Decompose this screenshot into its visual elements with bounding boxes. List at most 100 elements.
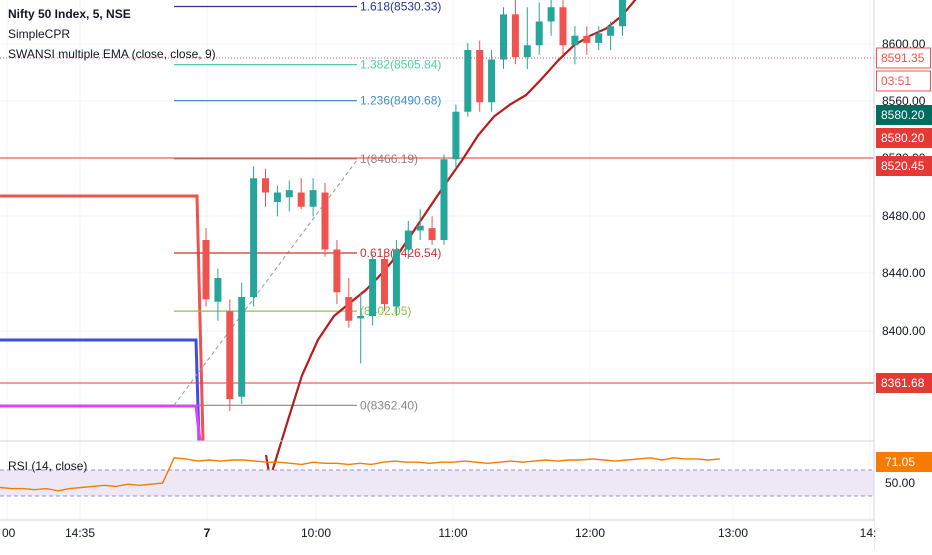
candle-body bbox=[404, 230, 412, 250]
candle-body bbox=[392, 249, 400, 307]
candle-body bbox=[559, 7, 567, 46]
candle bbox=[321, 183, 329, 257]
ema-series-line bbox=[264, 0, 637, 480]
candle bbox=[464, 42, 472, 117]
candle bbox=[214, 268, 222, 321]
candle-body bbox=[547, 7, 555, 22]
candle bbox=[488, 50, 496, 112]
candle bbox=[309, 178, 317, 217]
price-tag-text: 03:51 bbox=[881, 74, 911, 88]
candle-body bbox=[369, 259, 377, 316]
candle bbox=[583, 26, 591, 55]
price-tick-label: 8560.00 bbox=[882, 94, 926, 108]
candle-body bbox=[488, 59, 496, 103]
time-tick-label: 13:00 bbox=[718, 526, 748, 540]
candle bbox=[262, 168, 269, 207]
price-tag-bg bbox=[876, 105, 932, 125]
rsi-series-line bbox=[0, 457, 721, 492]
candle-body bbox=[452, 111, 460, 160]
candle bbox=[250, 166, 258, 307]
candle bbox=[619, 0, 626, 36]
candle bbox=[285, 180, 293, 212]
candle-body bbox=[297, 192, 305, 207]
ema-line bbox=[264, 0, 637, 480]
candle bbox=[523, 7, 531, 69]
candle-body bbox=[535, 21, 543, 46]
indicator-ema[interactable]: SWANSI multiple EMA (close, close, 9) bbox=[8, 47, 216, 61]
candle-body bbox=[476, 50, 484, 103]
candle-body bbox=[309, 190, 317, 207]
candle bbox=[428, 216, 436, 245]
candle-body bbox=[357, 316, 365, 319]
price-tag: 8520.45 bbox=[876, 156, 932, 176]
price-tag-bg bbox=[876, 156, 932, 176]
candle-body bbox=[333, 249, 341, 293]
candle-body bbox=[226, 311, 234, 400]
rsi-value-text: 71.05 bbox=[885, 455, 915, 469]
time-tick-label: 10:00 bbox=[301, 526, 331, 540]
rsi-legend[interactable]: RSI (14, close) bbox=[8, 459, 88, 473]
fib-level-label: 0.618(8426.54) bbox=[360, 246, 441, 260]
fib-level-label: 1.618(8530.33) bbox=[360, 0, 441, 13]
candle bbox=[202, 228, 210, 307]
candle bbox=[297, 178, 305, 210]
time-tick-label: 11:00 bbox=[438, 526, 467, 540]
cpr-magenta-line bbox=[0, 404, 202, 442]
rsi-value-bg bbox=[876, 452, 932, 472]
candle bbox=[559, 0, 567, 55]
candles bbox=[202, 0, 626, 411]
candle bbox=[476, 40, 484, 112]
candle bbox=[238, 282, 246, 404]
cpr-blue-line bbox=[0, 338, 201, 442]
candle-body bbox=[214, 278, 222, 302]
candle-body bbox=[262, 178, 269, 193]
rsi-value-tag: 71.05 bbox=[876, 452, 932, 472]
price-tag-bg bbox=[876, 373, 932, 393]
price-tag-bg bbox=[876, 70, 931, 92]
time-axis: 00 14:35 7 10:00 11:00 12:00 13:00 14: bbox=[0, 521, 876, 550]
price-tag-text: 8520.45 bbox=[881, 159, 925, 173]
price-tag: 8580.20 bbox=[876, 128, 932, 148]
candle-body bbox=[285, 190, 293, 198]
candle bbox=[500, 7, 507, 69]
symbol-title[interactable]: Nifty 50 Index, 5, NSE bbox=[8, 7, 131, 21]
indicator-simplecpr[interactable]: SimpleCPR bbox=[8, 27, 71, 41]
candle bbox=[547, 0, 555, 36]
time-tick-label: 14:35 bbox=[65, 526, 95, 540]
cpr-red-line bbox=[0, 194, 205, 442]
candle bbox=[595, 26, 603, 50]
price-tick-label: 8480.00 bbox=[882, 209, 926, 223]
fib-levels: 2.382(8609.62)2(8569.98)1.618(8530.33)1.… bbox=[173, 0, 441, 412]
price-axis: 8600.008560.008520.008480.008440.008400.… bbox=[873, 0, 932, 550]
candle-body bbox=[273, 192, 281, 202]
rsi-pane bbox=[0, 440, 874, 521]
time-tick-label: 12:00 bbox=[575, 526, 605, 540]
candle-body bbox=[381, 259, 388, 305]
fib-trend-line bbox=[173, 158, 359, 406]
candle bbox=[452, 104, 460, 169]
candle bbox=[333, 240, 341, 305]
candle-body bbox=[583, 35, 591, 43]
candle-body bbox=[238, 297, 246, 397]
candle bbox=[381, 249, 388, 312]
candle-body bbox=[250, 178, 258, 297]
candle-body bbox=[571, 35, 579, 46]
price-tag-text: 8361.68 bbox=[881, 376, 925, 390]
candle-body bbox=[523, 45, 531, 58]
price-tag-text: 8580.20 bbox=[881, 108, 925, 122]
fib-level-label: 1.236(8490.68) bbox=[360, 94, 441, 108]
candle bbox=[607, 21, 615, 50]
price-tag: 8591.35 bbox=[876, 47, 931, 69]
fib-level-label: (8402.05) bbox=[360, 304, 411, 318]
price-tag: 03:51 bbox=[876, 70, 931, 92]
price-tag-text: 8591.35 bbox=[881, 51, 925, 65]
price-tag-text: 8580.20 bbox=[881, 131, 925, 145]
candle-body bbox=[428, 228, 436, 240]
candle-body bbox=[345, 297, 353, 321]
price-tag-bg bbox=[876, 128, 932, 148]
rsi-tick-label: 50.00 bbox=[885, 476, 915, 490]
candle-body bbox=[595, 33, 603, 43]
candle-body bbox=[511, 14, 519, 58]
candle bbox=[392, 240, 400, 316]
